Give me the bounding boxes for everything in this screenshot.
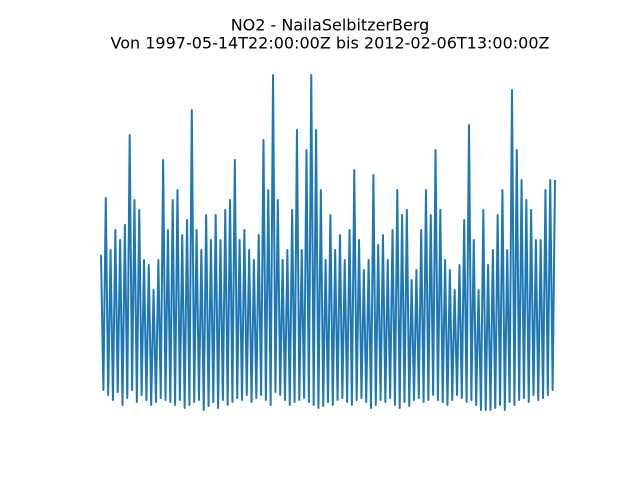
chart-subtitle: Von 1997-05-14T22:00:00Z bis 2012-02-06T… — [111, 34, 550, 53]
chart-title: NO2 - NailaSelbitzerBerg — [231, 16, 430, 35]
data-line — [100, 74, 556, 411]
